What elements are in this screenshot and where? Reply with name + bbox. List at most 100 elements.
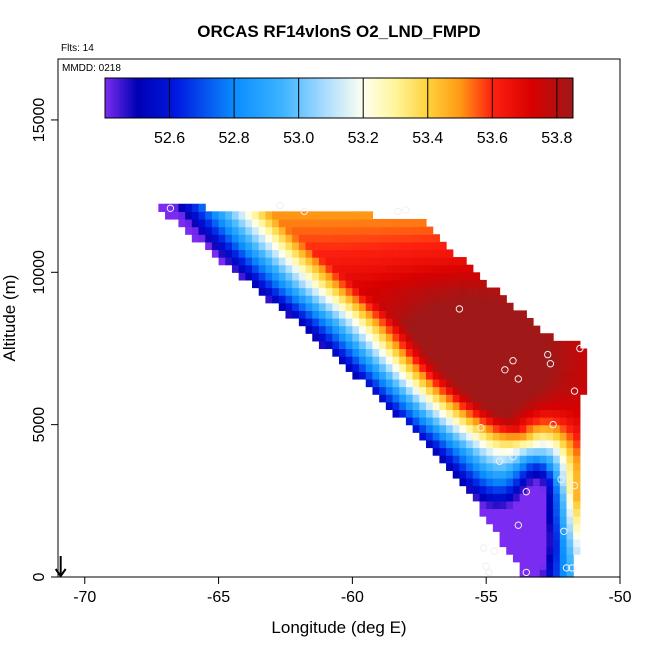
heatmap-cell [432,348,440,357]
colorbar-swatch [133,78,135,118]
colorbar-swatch [253,78,255,118]
heatmap-cell [539,401,547,411]
heatmap-cell [198,234,206,243]
heatmap-cell [539,500,547,510]
colorbar-swatch [316,78,318,118]
heatmap-cell [399,318,407,327]
heatmap-cell [573,508,581,517]
heatmap-cell [252,226,260,235]
heatmap-cell [399,401,407,411]
colorbar-swatch [320,78,322,118]
flight-point [568,564,576,572]
heatmap-cell [278,272,287,281]
heatmap-cell [506,378,514,388]
heatmap-cell [553,424,561,433]
colorbar-swatch [397,78,399,118]
heatmap-cell [526,470,534,479]
heatmap-cell [312,226,320,235]
heatmap-cell [425,279,434,289]
colorbar-swatch [324,78,326,118]
colorbar-swatch [263,78,265,118]
heatmap-cell [506,318,514,327]
heatmap-cell [245,264,253,273]
heatmap-cell [272,241,280,251]
heatmap-cell [439,318,447,327]
colorbar-swatch [349,78,351,118]
heatmap-cell [325,287,333,296]
heatmap-cells [158,203,588,578]
heatmap-cell [399,409,407,418]
colorbar-swatch [271,78,273,118]
colorbar-swatch [175,78,177,118]
colorbar-swatch [289,78,291,118]
heatmap-cell [312,287,320,296]
heatmap-cell [292,218,300,228]
heatmap-cell [533,401,541,411]
heatmap-cell [539,508,547,517]
heatmap-cell [379,264,387,273]
colorbar-swatch [543,78,545,118]
heatmap-cell [419,394,427,403]
heatmap-cell [298,295,307,304]
colorbar-swatch [353,78,355,118]
heatmap-cell [539,516,547,525]
heatmap-cell [252,211,260,220]
heatmap-cell [185,203,193,212]
colorbar-swatch [454,78,456,118]
heatmap-cell [539,363,547,372]
heatmap-cell [512,318,521,327]
heatmap-cell [546,546,554,555]
colorbar-swatch [136,78,138,118]
heatmap-cell [439,439,447,449]
x-tick-label: -50 [608,589,631,606]
heatmap-cell [399,241,407,251]
heatmap-cell [412,249,420,258]
heatmap-cell [379,348,387,357]
colorbar-swatch [267,78,269,118]
heatmap-cell [265,226,273,235]
heatmap-cell [339,234,347,243]
colorbar-swatch [348,78,350,118]
heatmap-cell [325,272,333,281]
heatmap-cell [205,241,213,251]
heatmap-cell [506,348,514,357]
heatmap-cell [399,348,407,357]
colorbar-swatch [311,78,313,118]
heatmap-cell [452,439,461,449]
heatmap-cell [399,378,407,388]
heatmap-cell [546,394,554,403]
heatmap-cell [486,333,494,342]
heatmap-cell [405,218,414,228]
heatmap-cell [446,325,454,334]
heatmap-cell [499,325,507,334]
colorbar-swatch [466,78,468,118]
heatmap-cell [425,310,434,319]
colorbar-swatch [456,78,458,118]
heatmap-cell [252,234,260,243]
heatmap-cell [392,264,400,273]
heatmap-cell [459,470,467,479]
heatmap-cell [339,348,347,357]
heatmap-cell [546,523,554,532]
colorbar-swatch [450,78,452,118]
heatmap-cell [533,386,541,395]
heatmap-cell [332,287,340,296]
heatmap-cell [486,363,494,372]
colorbar-swatch [287,78,289,118]
colorbar-swatch [152,78,154,118]
colorbar-swatch [345,78,347,118]
heatmap-cell [573,394,581,403]
heatmap-cell [385,325,394,334]
heatmap-cell [365,241,374,251]
heatmap-cell [566,462,574,471]
heatmap-cell [486,424,494,433]
colorbar-swatch [370,78,372,118]
heatmap-cell [372,249,380,258]
heatmap-cell [472,356,481,365]
colorbar-swatch [373,78,375,118]
colorbar-swatch [187,78,189,118]
heatmap-cell [325,241,333,251]
heatmap-cell [365,272,374,281]
colorbar-swatch [230,78,232,118]
heatmap-cell [385,310,394,319]
